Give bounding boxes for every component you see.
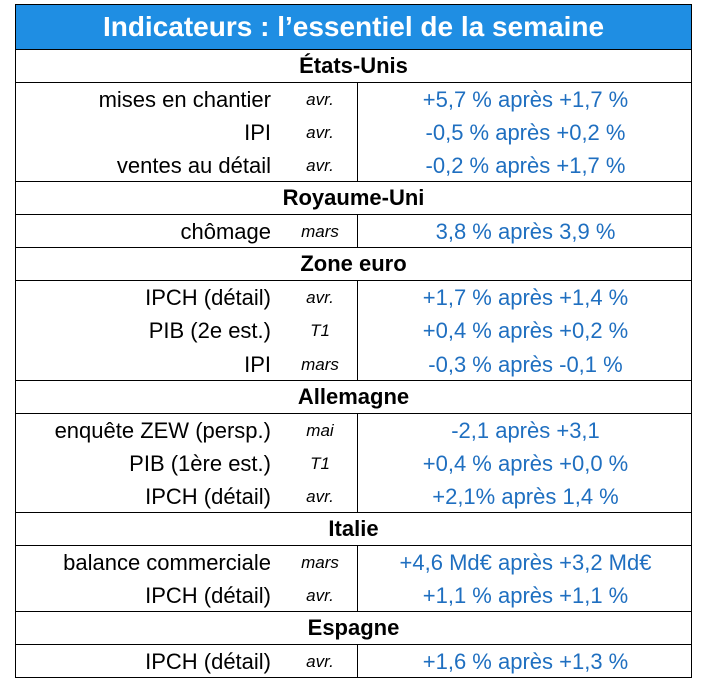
indicator-period: avr. bbox=[306, 288, 334, 308]
indicator-label: ventes au détail bbox=[116, 153, 271, 179]
table-title: Indicateurs : l’essentiel de la semaine bbox=[15, 4, 692, 50]
table-row: PIB (1ère est.) T1 +0,4 % après +0,0 % bbox=[16, 447, 693, 480]
table-row: enquête ZEW (persp.) mai -2,1 après +3,1 bbox=[16, 414, 693, 447]
table-row: IPI mars -0,3 % après -0,1 % bbox=[16, 348, 693, 381]
indicator-label: chômage bbox=[180, 219, 271, 245]
section-header: Espagne bbox=[15, 612, 692, 646]
table-row: chômage mars 3,8 % après 3,9 % bbox=[16, 215, 693, 248]
indicator-value: +0,4 % après +0,2 % bbox=[422, 318, 629, 344]
column-divider bbox=[357, 645, 358, 678]
section-rows: balance commerciale mars +4,6 Md€ après +3… bbox=[15, 546, 693, 613]
table-row: IPCH (détail) avr. +2,1% après 1,4 % bbox=[16, 480, 693, 513]
table-row: ventes au détail avr. -0,2 % après +1,7 % bbox=[16, 149, 693, 182]
section-rows: IPCH (détail) avr. +1,7 % après +1,4 % PIB … bbox=[15, 281, 693, 381]
indicator-value: +1,6 % après +1,3 % bbox=[422, 649, 629, 675]
table-row: IPCH (détail) avr. +1,6 % après +1,3 % bbox=[16, 645, 693, 678]
indicator-period: T1 bbox=[310, 321, 330, 341]
indicator-period: mai bbox=[306, 420, 334, 440]
indicator-label: PIB (2e est.) bbox=[148, 318, 271, 344]
indicator-period: avr. bbox=[306, 486, 334, 506]
section-header: Royaume-Uni bbox=[15, 182, 692, 216]
column-divider bbox=[357, 215, 358, 248]
indicator-value: +2,1% après 1,4 % bbox=[432, 483, 619, 509]
indicator-value: +5,7 % après +1,7 % bbox=[422, 87, 629, 112]
indicator-label: IPCH (détail) bbox=[145, 285, 271, 311]
indicator-label: IPCH (détail) bbox=[145, 649, 271, 675]
indicator-period: avr. bbox=[306, 586, 334, 606]
indicator-period: avr. bbox=[306, 652, 334, 672]
indicator-value: 3,8 % après 3,9 % bbox=[435, 219, 616, 245]
indicator-value: +0,4 % après +0,0 % bbox=[422, 450, 629, 476]
indicator-period: T1 bbox=[310, 453, 330, 473]
table-row: IPCH (détail) avr. +1,1 % après +1,1 % bbox=[16, 579, 693, 612]
table-row: IPI avr. -0,5 % après +0,2 % bbox=[16, 116, 693, 149]
indicator-label: enquête ZEW (persp.) bbox=[54, 417, 271, 443]
indicator-value: +1,7 % après +1,4 % bbox=[422, 285, 629, 311]
column-divider bbox=[357, 281, 358, 380]
indicator-period: avr. bbox=[306, 156, 334, 176]
indicator-value: -0,3 % après -0,1 % bbox=[428, 351, 623, 377]
section-rows: chômage mars 3,8 % après 3,9 % bbox=[15, 215, 693, 249]
column-divider bbox=[357, 413, 358, 512]
column-divider bbox=[357, 83, 358, 182]
indicator-value: -0,5 % après +0,2 % bbox=[425, 120, 626, 146]
section-rows: IPCH (détail) avr. +1,6 % après +1,3 % bbox=[15, 645, 693, 679]
column-divider bbox=[357, 546, 358, 612]
indicator-value: +1,1 % après +1,1 % bbox=[422, 583, 629, 609]
indicator-label: IPCH (détail) bbox=[145, 483, 271, 509]
table-row: balance commerciale mars +4,6 Md€ après +3… bbox=[16, 546, 693, 579]
indicator-period: mars bbox=[301, 222, 339, 242]
indicator-label: IPCH (détail) bbox=[145, 583, 271, 609]
section-header: États-Unis bbox=[15, 50, 692, 83]
table-row: mises en chantier avr. +5,7 % après +1,7 % bbox=[16, 83, 693, 116]
section-header: Italie bbox=[15, 513, 692, 546]
indicator-label: mises en chantier bbox=[98, 87, 271, 112]
indicator-label: balance commerciale bbox=[63, 550, 271, 575]
indicator-value: +4,6 Md€ après +3,2 Md€ bbox=[399, 550, 652, 575]
indicator-period: avr. bbox=[306, 123, 334, 143]
indicator-period: mars bbox=[301, 553, 339, 572]
section-rows: enquête ZEW (persp.) mai -2,1 après +3,1 PI… bbox=[15, 413, 693, 513]
indicator-value: -2,1 après +3,1 bbox=[451, 417, 600, 443]
indicator-period: avr. bbox=[306, 90, 334, 109]
indicator-period: mars bbox=[301, 354, 339, 374]
section-header: Zone euro bbox=[15, 248, 692, 282]
table-row: IPCH (détail) avr. +1,7 % après +1,4 % bbox=[16, 281, 693, 314]
indicator-label: IPI bbox=[244, 120, 271, 146]
indicator-label: IPI bbox=[244, 351, 271, 377]
indicator-value: -0,2 % après +1,7 % bbox=[425, 153, 626, 179]
section-rows: mises en chantier avr. +5,7 % après +1,7 %… bbox=[15, 83, 693, 183]
section-header: Allemagne bbox=[15, 380, 692, 414]
table-row: PIB (2e est.) T1 +0,4 % après +0,2 % bbox=[16, 314, 693, 347]
indicator-label: PIB (1ère est.) bbox=[129, 450, 271, 476]
